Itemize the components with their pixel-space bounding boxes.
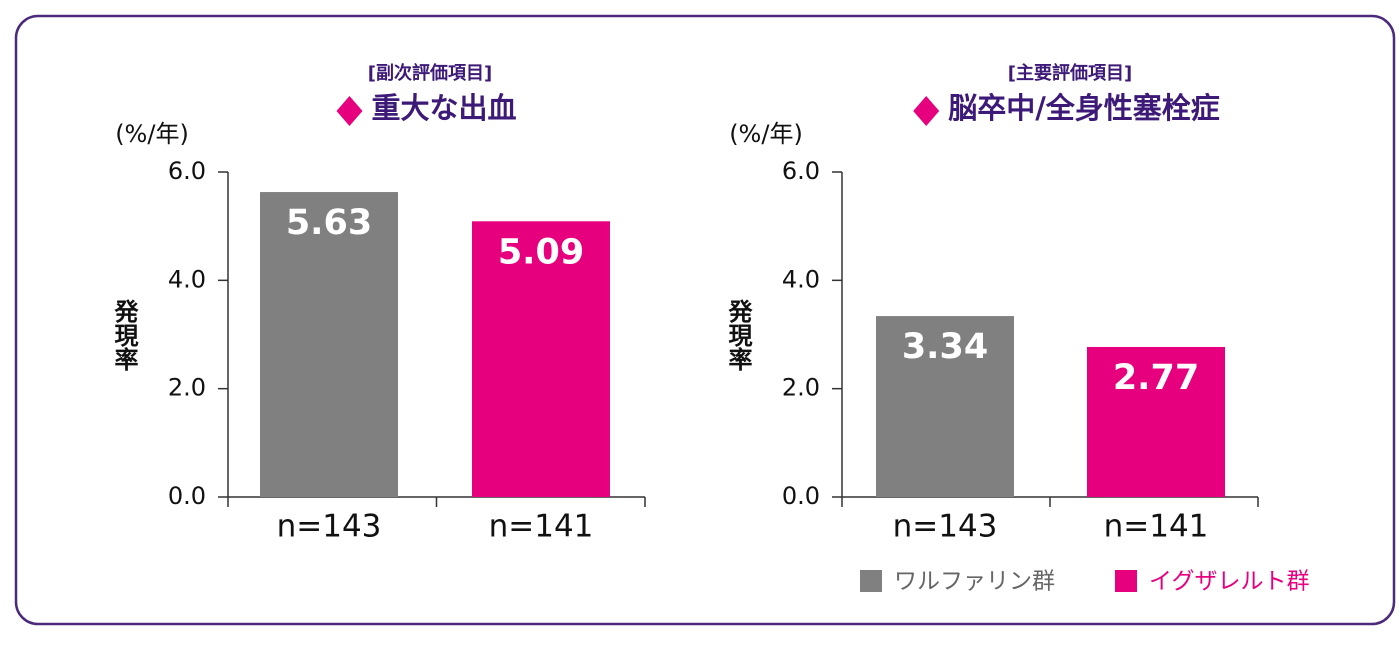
y-unit: (%/年) (115, 120, 189, 148)
bar (1087, 346, 1225, 497)
y-tick-label: 2.0 (168, 374, 206, 402)
value-label: 5.63 (286, 203, 372, 243)
y-tick-label: 4.0 (782, 265, 820, 293)
title-diamond (913, 96, 940, 126)
bar (472, 221, 610, 497)
y-axis-label: 発現率 (724, 298, 753, 371)
value-label: 3.34 (902, 327, 988, 367)
legend-swatch (1115, 570, 1137, 592)
legend-label: ワルファリン群 (894, 569, 1055, 595)
subtitle: [副次評価項目] (368, 62, 492, 84)
y-tick-label: 0.0 (782, 482, 820, 510)
x-tick-label: n=141 (1104, 509, 1209, 545)
x-tick-label: n=143 (277, 509, 382, 545)
y-tick-label: 0.0 (168, 482, 206, 510)
x-tick-label: n=143 (893, 509, 998, 545)
y-tick-label: 6.0 (782, 157, 820, 185)
y-tick-label: 2.0 (782, 374, 820, 402)
y-tick-label: 4.0 (168, 265, 206, 293)
legend-label: イグザレルト群 (1149, 569, 1310, 595)
title: 重大な出血 (371, 91, 516, 125)
bar (260, 192, 398, 497)
y-unit: (%/年) (729, 120, 803, 148)
value-label: 5.09 (498, 232, 584, 272)
bar (876, 316, 1014, 497)
y-tick-label: 6.0 (168, 157, 206, 185)
title: 脳卒中/全身性塞栓症 (948, 91, 1220, 125)
legend-swatch (860, 570, 882, 592)
subtitle: [主要評価項目] (1008, 62, 1132, 84)
y-axis-label: 発現率 (110, 298, 139, 371)
x-tick-label: n=141 (489, 509, 594, 545)
value-label: 2.77 (1113, 358, 1199, 398)
title-diamond (336, 96, 363, 126)
